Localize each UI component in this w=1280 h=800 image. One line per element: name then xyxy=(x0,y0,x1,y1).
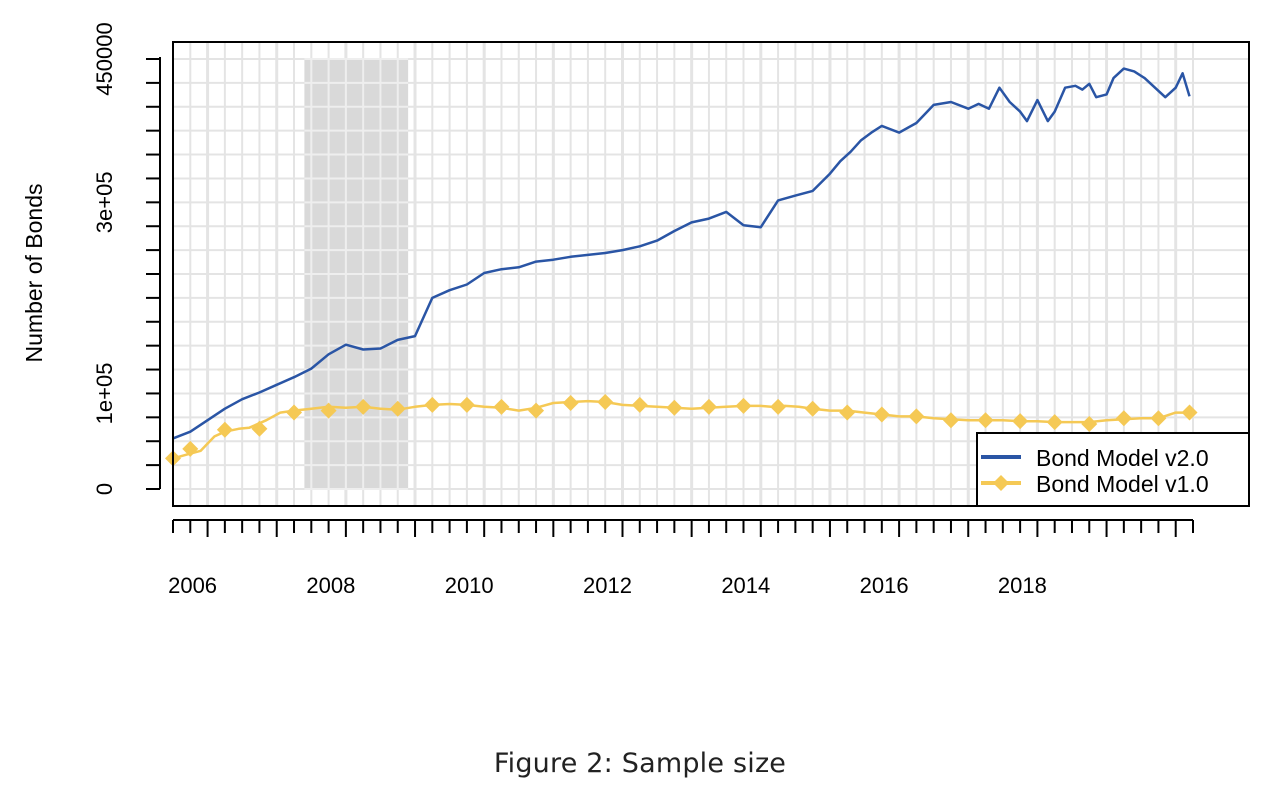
data-point-v1 xyxy=(700,398,717,415)
data-point-v1 xyxy=(804,400,821,417)
plot-border xyxy=(172,41,1250,507)
data-point-v1 xyxy=(389,400,406,417)
data-point-v1 xyxy=(942,412,959,429)
x-tick-label: 2006 xyxy=(168,573,217,598)
y-tick-label: 0 xyxy=(92,483,117,495)
data-point-v1 xyxy=(873,406,890,423)
data-point-v1 xyxy=(458,396,475,413)
data-point-v1 xyxy=(666,399,683,416)
legend: Bond Model v2.0 Bond Model v1.0 xyxy=(976,432,1250,507)
data-point-v1 xyxy=(251,420,268,437)
y-tick-label: 1e+05 xyxy=(92,363,117,425)
legend-marker-v1 xyxy=(993,475,1009,491)
data-point-v1 xyxy=(597,394,614,411)
x-axis xyxy=(172,519,1194,537)
data-point-v1 xyxy=(320,402,337,419)
data-point-v1 xyxy=(908,408,925,425)
y-tick-label: 450000 xyxy=(92,22,117,95)
data-point-v1 xyxy=(1046,414,1063,431)
data-point-v1 xyxy=(493,398,510,415)
data-point-v1 xyxy=(1115,410,1132,427)
x-tick-labels: 2006 2008 2010 2012 2014 2016 2018 xyxy=(168,573,1047,598)
data-point-v1 xyxy=(735,397,752,414)
x-tick-label: 2014 xyxy=(721,573,770,598)
legend-label-v1: Bond Model v1.0 xyxy=(1036,471,1209,497)
data-point-v1 xyxy=(528,402,545,419)
data-point-v1 xyxy=(562,395,579,411)
series-markers xyxy=(165,394,1198,467)
x-tick-label: 2008 xyxy=(306,573,355,598)
data-point-v1 xyxy=(839,404,856,421)
data-point-v1 xyxy=(216,421,233,438)
data-point-v1 xyxy=(286,404,303,421)
y-axis: 0 1e+05 3e+05 450000 xyxy=(92,22,161,495)
figure-caption: Figure 2: Sample size xyxy=(493,748,787,779)
x-tick-label: 2016 xyxy=(860,573,909,598)
y-tick-label: 3e+05 xyxy=(92,171,117,233)
x-tick-label: 2010 xyxy=(445,573,494,598)
data-point-v1 xyxy=(1012,413,1029,430)
data-point-v1 xyxy=(424,396,441,413)
data-point-v1 xyxy=(182,440,199,457)
x-tick-label: 2018 xyxy=(998,573,1047,598)
y-axis-title: Number of Bonds xyxy=(21,184,47,363)
data-point-v1 xyxy=(1150,410,1167,427)
data-point-v1 xyxy=(1181,404,1198,421)
data-point-v1 xyxy=(355,398,372,415)
x-tick-label: 2012 xyxy=(583,573,632,598)
legend-box xyxy=(976,432,1250,507)
data-point-v1 xyxy=(631,396,648,413)
data-point-v1 xyxy=(770,398,787,415)
series-line-v2 xyxy=(172,67,1191,440)
data-point-v1 xyxy=(977,412,994,429)
data-point-v1 xyxy=(1081,416,1098,433)
legend-label-v2: Bond Model v2.0 xyxy=(1036,445,1209,471)
